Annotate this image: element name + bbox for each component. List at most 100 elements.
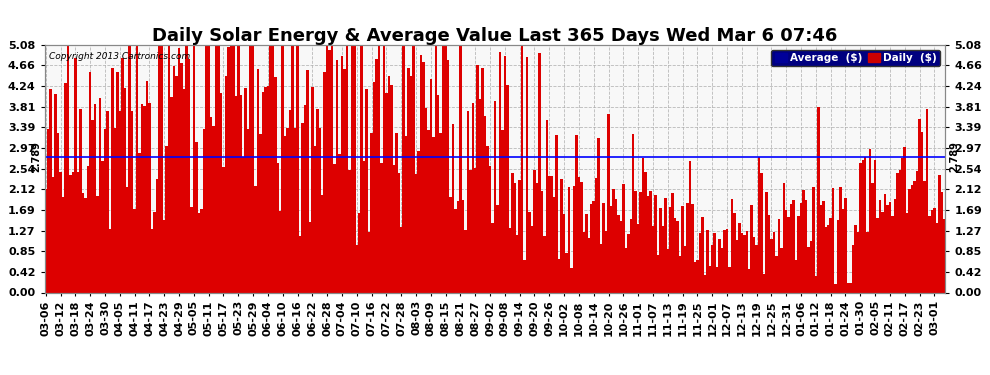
Bar [620, 221, 622, 292]
Bar [931, 210, 934, 292]
Bar [489, 166, 491, 292]
Bar [168, 45, 170, 292]
Bar [817, 108, 820, 292]
Bar [785, 210, 787, 292]
Bar [400, 226, 403, 292]
Bar [509, 228, 511, 292]
Bar [565, 253, 568, 292]
Bar [539, 53, 541, 292]
Bar [446, 60, 449, 292]
Bar [909, 189, 911, 292]
Bar [701, 217, 704, 292]
Bar [640, 192, 642, 292]
Bar [148, 103, 150, 292]
Bar [805, 200, 807, 292]
Bar [894, 199, 896, 292]
Bar [50, 89, 51, 292]
Bar [531, 226, 534, 292]
Bar [380, 164, 383, 292]
Bar [519, 180, 521, 292]
Bar [232, 45, 235, 292]
Bar [341, 56, 344, 292]
Bar [121, 58, 124, 292]
Bar [235, 96, 237, 292]
Bar [254, 186, 256, 292]
Bar [435, 45, 437, 292]
Bar [782, 183, 785, 292]
Bar [445, 45, 446, 292]
Bar [822, 201, 825, 292]
Bar [851, 245, 854, 292]
Bar [106, 111, 109, 292]
Bar [170, 97, 173, 292]
Bar [368, 232, 370, 292]
Bar [461, 200, 464, 292]
Bar [378, 45, 380, 292]
Bar [544, 236, 545, 292]
Bar [193, 45, 195, 292]
Bar [654, 195, 656, 292]
Bar [81, 192, 84, 292]
Bar [237, 45, 240, 292]
Bar [748, 269, 750, 292]
Bar [529, 213, 531, 292]
Bar [410, 76, 412, 292]
Bar [398, 173, 400, 292]
Bar [405, 136, 407, 292]
Bar [684, 246, 686, 292]
Bar [936, 222, 939, 292]
Bar [119, 111, 121, 292]
Bar [630, 219, 632, 292]
Bar [326, 45, 329, 292]
Bar [339, 154, 341, 292]
Bar [649, 191, 651, 292]
Bar [679, 256, 681, 292]
Bar [632, 134, 635, 292]
Bar [610, 206, 612, 292]
Bar [437, 94, 440, 292]
Bar [393, 165, 395, 292]
Bar [134, 209, 136, 292]
Bar [240, 95, 242, 292]
Bar [617, 215, 620, 292]
Bar [289, 110, 291, 292]
Bar [163, 220, 165, 292]
Bar [743, 235, 745, 292]
Bar [449, 197, 451, 292]
Bar [261, 92, 264, 292]
Text: 2.789: 2.789 [949, 141, 959, 172]
Bar [777, 219, 780, 292]
Bar [866, 232, 869, 292]
Bar [454, 209, 456, 292]
Bar [612, 189, 615, 292]
Bar [427, 130, 430, 292]
Bar [494, 101, 496, 292]
Bar [681, 206, 684, 292]
Bar [126, 186, 129, 292]
Bar [846, 283, 849, 292]
Bar [661, 226, 664, 292]
Bar [464, 230, 466, 292]
Bar [558, 260, 560, 292]
Bar [281, 45, 284, 292]
Bar [830, 218, 832, 292]
Title: Daily Solar Energy & Average Value Last 365 Days Wed Mar 6 07:46: Daily Solar Energy & Average Value Last … [152, 27, 838, 45]
Bar [353, 45, 355, 292]
Bar [729, 267, 731, 292]
Bar [56, 134, 59, 292]
Bar [854, 225, 856, 292]
Bar [869, 148, 871, 292]
Bar [835, 284, 837, 292]
Bar [605, 231, 607, 292]
Bar [511, 173, 514, 292]
Bar [304, 105, 306, 292]
Bar [911, 184, 914, 292]
Bar [469, 170, 471, 292]
Bar [358, 213, 360, 292]
Bar [600, 244, 602, 292]
Bar [385, 93, 388, 292]
Bar [827, 225, 830, 292]
Bar [874, 160, 876, 292]
Bar [521, 45, 524, 292]
Bar [321, 195, 324, 292]
